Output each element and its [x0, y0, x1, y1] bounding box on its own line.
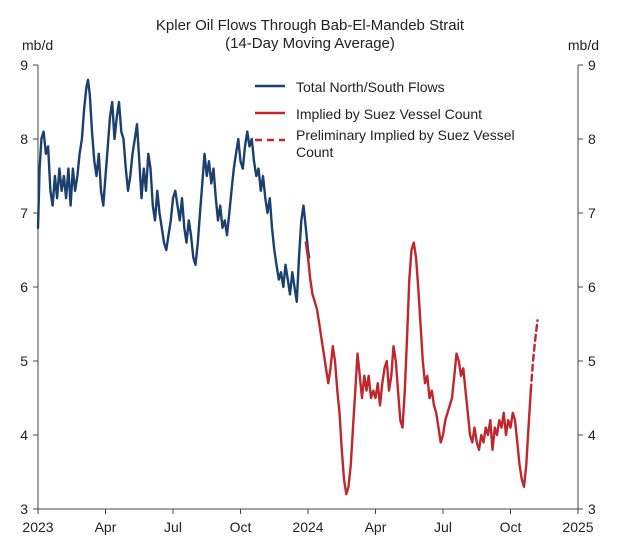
y-tick-label-left: 6 — [20, 279, 28, 295]
x-tick-label: 2024 — [292, 519, 323, 535]
series-line-1 — [304, 241, 532, 496]
series-line-0 — [36, 78, 311, 303]
x-tick-label: 2025 — [562, 519, 593, 535]
y-tick-label-right: 9 — [588, 57, 596, 73]
y-tick-label-right: 6 — [588, 279, 596, 295]
x-tick-label: Oct — [500, 519, 522, 535]
chart-title: Kpler Oil Flows Through Bab-El-Mandeb St… — [156, 17, 465, 34]
y-tick-label-left: 4 — [20, 427, 28, 443]
y-tick-label-right: 3 — [588, 501, 596, 517]
axes-group: 3 3 4 4 5 5 6 6 7 7 8 8 9 9 2023 Apr Jul Oct 2024 Apr Jul Oct… — [20, 57, 596, 535]
legend-label-preliminary-line2: Count — [296, 144, 333, 160]
x-tick-label: Jul — [434, 519, 452, 535]
y-tick-label-right: 8 — [588, 131, 596, 147]
right-axis-unit: mb/d — [568, 37, 599, 53]
legend-label-implied: Implied by Suez Vessel Count — [296, 106, 482, 122]
x-tick-label: 2023 — [22, 519, 53, 535]
x-tick-label: Oct — [230, 519, 252, 535]
y-tick-label-left: 3 — [20, 501, 28, 517]
y-tick-label-right: 5 — [588, 353, 596, 369]
y-tick-label-right: 4 — [588, 427, 596, 443]
x-tick-label: Apr — [365, 519, 387, 535]
left-axis-unit: mb/d — [22, 37, 53, 53]
legend-label-total-flows: Total North/South Flows — [296, 79, 445, 95]
legend-label-preliminary: Preliminary Implied by Suez Vessel Count — [296, 127, 519, 160]
x-tick-label: Jul — [164, 519, 182, 535]
x-tick-label: Apr — [95, 519, 117, 535]
series-line-2 — [529, 319, 539, 392]
y-tick-label-left: 8 — [20, 131, 28, 147]
legend-label-preliminary-line1: Preliminary Implied by Suez Vessel — [296, 127, 515, 143]
y-tick-label-left: 5 — [20, 353, 28, 369]
chart-subtitle: (14-Day Moving Average) — [225, 35, 395, 52]
y-tick-label-left: 7 — [20, 205, 28, 221]
legend: Total North/South Flows Implied by Suez … — [255, 79, 519, 160]
y-tick-label-right: 7 — [588, 205, 596, 221]
y-tick-label-left: 9 — [20, 57, 28, 73]
series-group — [36, 78, 539, 496]
